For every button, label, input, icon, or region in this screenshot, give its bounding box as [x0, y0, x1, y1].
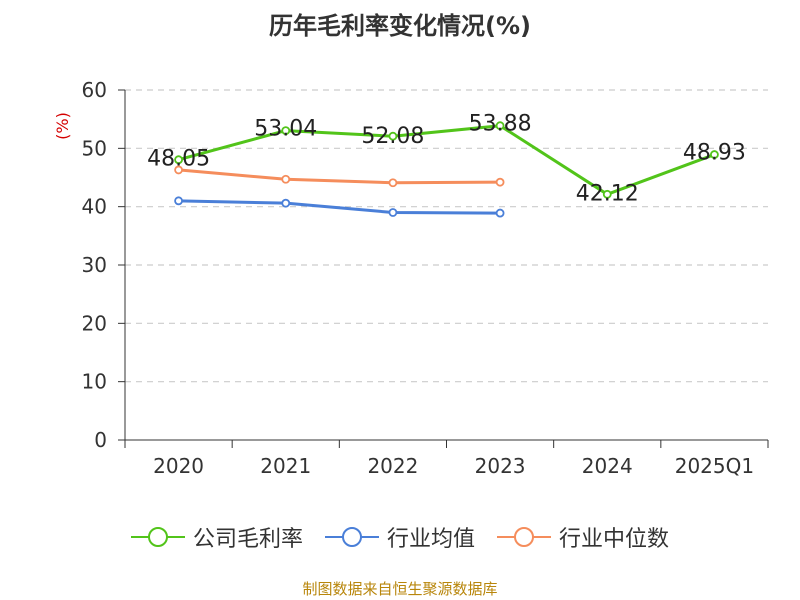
- source-note: 制图数据来自恒生聚源数据库: [302, 580, 498, 598]
- x-tick-label: 2025Q1: [675, 454, 754, 478]
- data-point-2-3: [495, 177, 505, 187]
- data-point-1-0: [174, 196, 183, 206]
- data-point-0-0: [174, 155, 183, 165]
- x-tick-label: 2023: [475, 454, 526, 478]
- data-point-2-1: [281, 174, 291, 184]
- legend-label-2: 行业中位数: [559, 527, 670, 552]
- series-line-1: [178, 199, 501, 215]
- legend-label-1: 行业均值: [386, 527, 475, 552]
- series-line-0: [178, 124, 715, 196]
- data-label: 48.05: [147, 147, 210, 172]
- data-point-0-5: [710, 150, 719, 159]
- chart-title: 历年毛利率变化情况(%): [269, 12, 531, 40]
- data-point-2-0: [174, 165, 183, 175]
- legend-marker-0: [130, 527, 185, 547]
- x-tick-label: 2022: [367, 454, 418, 478]
- legend-marker-2: [497, 527, 551, 547]
- data-point-0-3: [495, 121, 505, 131]
- data-point-0-1: [281, 126, 291, 136]
- data-label: 52.08: [361, 124, 424, 149]
- data-label: 53.88: [469, 112, 532, 137]
- series-line-2: [178, 168, 501, 185]
- data-point-0-2: [388, 131, 398, 141]
- y-tick-label: 50: [82, 136, 107, 160]
- data-point-1-3: [495, 208, 505, 218]
- x-tick-label: 2021: [260, 454, 311, 478]
- data-point-1-2: [388, 208, 398, 217]
- data-point-1-1: [281, 198, 291, 208]
- legend-item-2[interactable]: 行业中位数: [497, 521, 669, 553]
- legend-label-0: 公司毛利率: [192, 527, 303, 552]
- legend-marker-1: [324, 527, 379, 547]
- x-tick-label: 2024: [582, 454, 633, 478]
- x-tick-label: 2020: [153, 454, 204, 478]
- data-label: 53.04: [254, 117, 317, 142]
- y-tick-label: 0: [94, 428, 107, 452]
- y-tick-label: 40: [82, 195, 107, 219]
- data-label: 42.12: [576, 181, 639, 206]
- legend-item-1[interactable]: 行业均值: [324, 521, 475, 553]
- y-tick-label: 60: [82, 78, 107, 102]
- y-axis-label: (%): [53, 112, 72, 140]
- data-point-2-2: [388, 178, 398, 188]
- y-tick-label: 20: [82, 311, 107, 335]
- legend: 公司毛利率 行业均值 行业中位数: [0, 519, 800, 555]
- data-point-0-4: [602, 189, 612, 199]
- y-tick-label: 10: [82, 370, 107, 394]
- legend-item-0[interactable]: 公司毛利率: [130, 521, 303, 553]
- y-tick-label: 30: [82, 253, 107, 277]
- data-label: 48.93: [683, 141, 746, 166]
